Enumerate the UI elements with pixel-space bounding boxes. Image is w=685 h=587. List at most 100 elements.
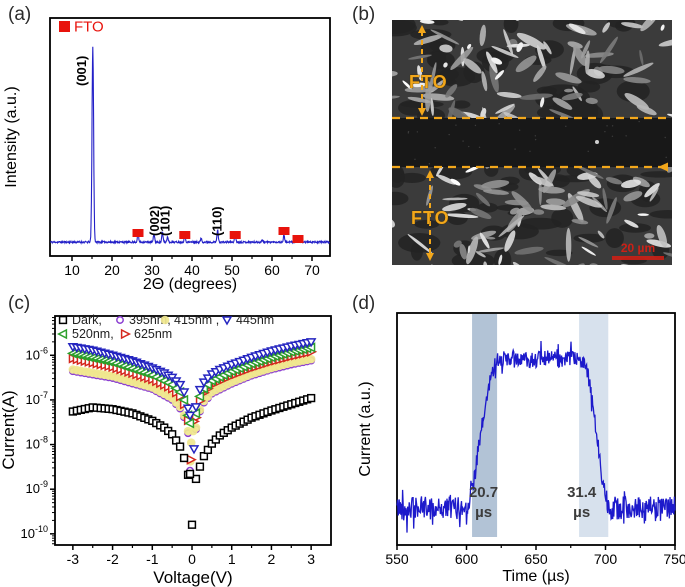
c-x-tick-label: 2	[268, 551, 276, 567]
time-unit-label: µs	[475, 504, 492, 521]
scatter-marker	[182, 404, 194, 414]
legend-marker-445nm	[221, 316, 233, 326]
panel-c-label: (c)	[8, 293, 31, 314]
a-x-tick-label: 10	[64, 262, 80, 278]
legend-marker-520nm	[56, 328, 68, 340]
sem-flake-texture	[392, 167, 672, 265]
scatter-marker	[178, 394, 189, 406]
peak-miller-label: (101)	[157, 206, 172, 236]
d-x-tick-label: 700	[594, 551, 618, 567]
scatter-marker	[306, 354, 316, 364]
d-x-tick-label: 650	[524, 551, 548, 567]
scatter-marker	[194, 385, 206, 396]
fto-peak-marker	[132, 229, 144, 237]
scatter-marker	[188, 445, 200, 455]
a-x-tick-label: 20	[104, 262, 120, 278]
a-x-tick-label: 70	[304, 262, 320, 278]
scatter-marker	[178, 388, 190, 398]
panel-a-label: (a)	[8, 4, 32, 25]
legend-label: 415nm ,	[174, 313, 219, 327]
fall-time-value: 31.4	[567, 484, 597, 501]
d-x-tick-label: 550	[385, 551, 409, 567]
peak-miller-label: (001)	[74, 56, 89, 86]
c-y-tick-label: 10-10	[21, 524, 48, 541]
series-445nm	[67, 338, 317, 455]
rise-time-band	[472, 314, 498, 537]
c-y-axis-title: Current(A)	[0, 390, 18, 469]
scatter-marker	[187, 520, 197, 529]
a-x-tick-label: 50	[224, 262, 240, 278]
c-x-tick-label: 1	[228, 551, 236, 567]
scatter-marker	[202, 374, 214, 384]
scale-bar-label: 20 µm	[621, 241, 655, 255]
scatter-marker	[191, 474, 201, 484]
scatter-marker	[305, 338, 317, 348]
scatter-marker	[306, 393, 316, 403]
scatter-marker	[186, 438, 196, 448]
panel-a-xrd-chart: 10 20 30 40 50 60 70 2Θ (degrees) Intensity (a.u…	[3, 17, 331, 293]
fto-region-label-top: FTO	[409, 72, 448, 92]
c-y-tick-label: 10-9	[26, 479, 48, 496]
scatter-marker	[188, 426, 198, 436]
panel-d-label: (d)	[352, 293, 376, 314]
arrowhead-down-icon	[418, 108, 426, 116]
peak-miller-label: (110)	[210, 206, 225, 236]
panel-d-transient-chart: 550 600 650 700 750 Time (µs) Current (a.u.) 20…	[357, 312, 685, 585]
fto-peak-marker	[179, 231, 191, 239]
photoresponse-trace	[396, 340, 676, 533]
scale-bar	[612, 256, 664, 260]
series-520nm	[66, 342, 316, 429]
a-x-tick-label: 60	[264, 262, 280, 278]
fto-region-label-bottom: FTO	[411, 208, 450, 228]
sem-channel-gap	[392, 118, 672, 167]
scatter-marker	[198, 378, 210, 388]
fto-peak-marker	[229, 231, 241, 239]
fto-legend-label: FTO	[74, 19, 104, 36]
legend-marker-395nm	[116, 316, 124, 324]
fto-peak-marker	[278, 227, 290, 235]
scatter-marker	[174, 380, 186, 391]
legend-marker-625nm	[120, 328, 132, 340]
legend-label: 395nm,	[129, 313, 171, 327]
fto-legend-swatch	[59, 21, 70, 32]
scatter-marker	[193, 391, 205, 402]
c-x-tick-label: -1	[146, 551, 159, 567]
scatter-marker	[185, 469, 195, 479]
a-x-axis-title: 2Θ (degrees)	[143, 276, 237, 293]
time-unit-label: µs	[573, 504, 590, 521]
sem-image-area: FTO FTO 20 µm	[392, 20, 672, 265]
arrowhead-up-icon	[418, 25, 426, 33]
legend-label: 445nm	[236, 313, 274, 327]
series-Dark	[68, 393, 316, 529]
scatter-marker	[190, 403, 202, 413]
arrowhead-up-icon	[426, 170, 434, 178]
c-x-axis-title: Voltage(V)	[153, 568, 232, 587]
peak-miller-label: (002)	[147, 206, 162, 236]
legend-label: 625nm	[134, 327, 172, 341]
fall-time-band	[579, 314, 609, 537]
legend-marker-Dark	[58, 315, 68, 325]
scatter-marker	[179, 453, 189, 463]
c-x-tick-label: -2	[106, 551, 119, 567]
panel-c-iv-chart: -3 -2 -1 0 1 2 3 10-6 10-7 10-8 10-9 10-10 Voltage(V…	[0, 313, 332, 587]
c-x-tick-label: 0	[188, 551, 196, 567]
legend-label: 520nm,	[72, 327, 114, 341]
arrowhead-down-icon	[426, 253, 434, 261]
left-arrowhead-icon	[658, 162, 668, 172]
scatter-marker	[195, 462, 205, 471]
scatter-marker	[183, 418, 195, 429]
rise-time-value: 20.7	[469, 484, 498, 501]
panel-b-label: (b)	[352, 4, 376, 25]
d-x-axis-title: Time (µs)	[502, 568, 569, 585]
c-axes-box	[54, 315, 332, 546]
d-y-axis-title: Current (a.u.)	[357, 381, 374, 476]
c-y-tick-label: 10-6	[26, 345, 48, 362]
xrd-trace	[49, 46, 331, 245]
c-y-tick-label: 10-8	[26, 435, 48, 452]
legend-marker-415nm	[160, 315, 170, 325]
c-x-tick-label: 3	[307, 551, 315, 567]
fto-peak-marker	[292, 235, 304, 243]
panel-b-sem-image: FTO FTO 20 µm	[392, 20, 672, 265]
sem-bright-speck	[595, 140, 599, 144]
